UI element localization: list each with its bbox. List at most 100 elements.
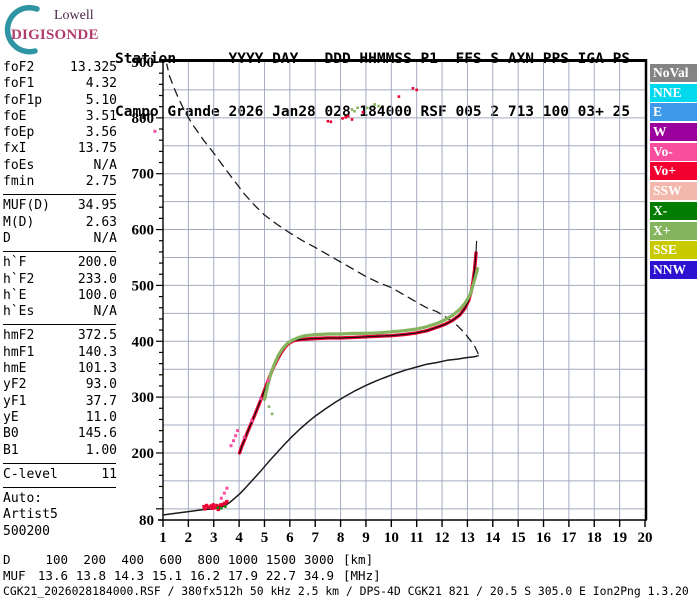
legend-item-Vo: Vo- (650, 142, 697, 161)
param-value: 372.5 (77, 328, 117, 344)
autoscaler-info-line: 500200 (3, 524, 117, 540)
x-tick-label: 15 (511, 530, 526, 546)
param-label: h`E (3, 287, 27, 303)
x-tick-label: 13 (460, 530, 475, 546)
param-row-foEp: foEp 3.56 (3, 125, 117, 141)
oblique-pink-dots-dot (225, 486, 229, 490)
oblique-pink-dots-dot (229, 444, 233, 448)
y-tick-label: 300 (132, 390, 155, 406)
x-tick-label: 2 (185, 530, 193, 546)
param-value: 4.32 (85, 76, 117, 92)
x-tick-label: 17 (561, 530, 577, 546)
param-label: foE (3, 108, 27, 124)
y-tick-label: 400 (132, 334, 155, 350)
oblique-pink-dots-dot (266, 378, 270, 382)
muf-row-value: 22.7 (265, 567, 296, 583)
e-region-xmode-dots-dot (220, 507, 223, 510)
e-region-omode-dots-dot (221, 502, 225, 507)
param-value: 140.3 (77, 344, 117, 360)
param-value: 1.00 (85, 442, 117, 458)
x-tick-label: 11 (410, 530, 424, 546)
lowell-digisonde-logo: Lowell DIGISONDE (2, 2, 114, 56)
echo-direction-legend: NoVal NNE E W Vo- Vo+ SSW X- X+ SSE NNW (650, 64, 697, 281)
distance-row-value: 3000 (303, 552, 334, 567)
y-tick-label: 200 (132, 446, 155, 462)
x-tick-label: 5 (261, 530, 269, 546)
autoscaler-text: Artist5 (3, 507, 58, 523)
x-tick-label: 14 (485, 530, 501, 546)
param-row-foF1p: foF1p 5.10 (3, 93, 117, 109)
autoscaler-text: 500200 (3, 523, 50, 539)
x-tick-label: 4 (235, 530, 243, 546)
param-label: yE (3, 409, 19, 425)
legend-item-E: E (650, 103, 697, 122)
x-tick-label: 10 (384, 530, 399, 546)
y-tick-label: 600 (132, 223, 155, 239)
spread-f-green-dots-dot (270, 412, 274, 416)
param-row-yF2: yF2 93.0 (3, 377, 117, 393)
param-label: h`Es (3, 304, 35, 320)
param-label: hmF1 (3, 344, 35, 360)
autoscaler-info-line: Auto: (3, 491, 117, 507)
e-region-omode-dots-dot (216, 507, 220, 512)
x-tick-label: 6 (286, 530, 294, 546)
x-tick-label: 19 (612, 530, 627, 546)
param-label: fxI (3, 141, 27, 157)
param-value: 11 (101, 466, 117, 482)
distance-row-label: D (3, 552, 11, 567)
param-row-hmF2: hmF2 372.5 (3, 328, 117, 344)
header-station-values: Campo Grande 2026 Jan28 028 184000 RSF 0… (115, 103, 631, 120)
distance-row-value: 200 (83, 552, 106, 567)
x-tick-label: 9 (362, 530, 370, 546)
x-tick-label: 12 (435, 530, 450, 546)
param-value: 13.75 (77, 141, 117, 157)
param-label: yF2 (3, 377, 27, 393)
distance-row-unit: [km] (343, 552, 374, 567)
f-trace-black-fit (239, 240, 478, 454)
param-label: foEs (3, 157, 35, 173)
param-value: 101.3 (77, 361, 117, 377)
x-tick-label: 1 (159, 530, 167, 546)
param-value: N/A (93, 304, 117, 320)
muf-row-value: 17.9 (227, 567, 258, 583)
e-region-omode-dots-dot (217, 504, 221, 509)
oblique-pink-dots-dot (259, 397, 263, 401)
oblique-pink-dots-dot (236, 429, 240, 433)
file-info-line: CGK21_2026028184000.RSF / 380fx512h 50 k… (3, 584, 689, 598)
e-region-omode-dots-dot (219, 503, 223, 507)
autoscaler-info-line: Artist5 (3, 507, 117, 523)
param-value: 13.325 (70, 60, 117, 75)
f-trace-omode-red (237, 251, 478, 455)
param-row-hF2: h`F2 233.0 (3, 272, 117, 288)
logo-text-digisonde: DIGISONDE (11, 27, 99, 43)
param-value: 100.0 (77, 287, 117, 303)
param-value: 37.7 (85, 393, 117, 409)
e-region-xmode-dots-dot (216, 506, 220, 509)
muf-row: MUF 13.6 13.8 14.3 15.1 16.2 17.9 22.7 34.9 [MHz] (3, 568, 381, 584)
legend-item-Vo: Vo+ (650, 162, 697, 181)
distance-row-value: 1500 (265, 552, 296, 567)
f-trace-xmode-green (262, 267, 480, 401)
oblique-pink-dots-dot (232, 439, 235, 443)
x-tick-label: 7 (311, 530, 319, 546)
e-region-omode-dots-dot (213, 506, 217, 510)
legend-item-SSW: SSW (650, 182, 697, 201)
muf-row-value: 34.9 (303, 567, 334, 583)
spread-f-green-dots-dot (267, 405, 271, 408)
param-value: 11.0 (85, 409, 117, 425)
param-row-hmF1: hmF1 140.3 (3, 345, 117, 361)
e-region-omode-dots-dot (209, 504, 213, 508)
param-row-hmE: hmE 101.3 (3, 361, 117, 377)
muf-row-value: 16.2 (189, 567, 220, 583)
header-column-titles: Station YYYY DAY DDD HHMMSS P1 FFS S AXN… (115, 51, 631, 67)
param-label: hmE (3, 361, 27, 377)
distance-row-value: 400 (121, 552, 144, 567)
param-value: 5.10 (85, 92, 117, 108)
legend-item-NNW: NNW (650, 260, 697, 279)
muf-row-value: 13.6 (37, 567, 68, 583)
param-row-fxI: fxI 13.75 (3, 141, 117, 157)
e-region-omode-dots-dot (202, 504, 206, 509)
param-row-D: D N/A (3, 231, 117, 247)
x-tick-label: 8 (337, 530, 345, 546)
